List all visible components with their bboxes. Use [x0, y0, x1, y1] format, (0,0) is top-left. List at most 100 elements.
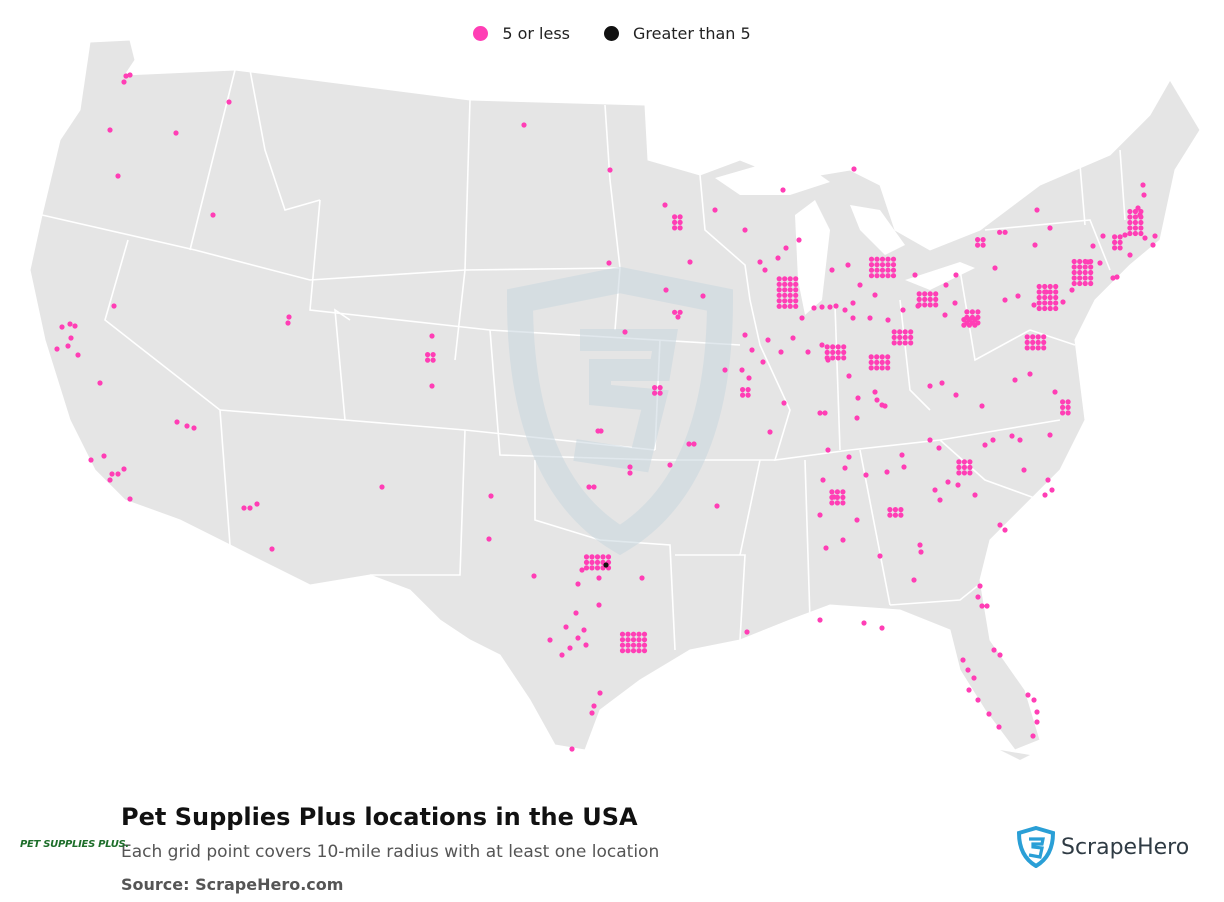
location-point — [746, 375, 752, 381]
location-point — [937, 497, 943, 503]
location-point — [627, 470, 633, 476]
location-point — [891, 340, 897, 346]
location-point — [1071, 280, 1077, 287]
location-point — [1042, 492, 1048, 498]
location-point — [1012, 377, 1018, 383]
location-point — [917, 542, 923, 548]
scrapehero-logo: ScrapeHero — [1017, 826, 1189, 868]
location-point — [1021, 467, 1027, 473]
location-point — [1122, 232, 1128, 238]
location-point — [778, 349, 784, 355]
location-point — [1041, 339, 1047, 345]
lake-erie — [905, 262, 975, 290]
location-point — [174, 419, 180, 425]
location-point — [1065, 404, 1071, 410]
location-point — [430, 352, 436, 358]
location-point — [961, 322, 967, 328]
location-point — [1127, 214, 1133, 220]
location-point — [1132, 219, 1138, 226]
location-point — [1047, 432, 1053, 438]
location-point — [868, 359, 874, 365]
map-title: Pet Supplies Plus locations in the USA — [121, 803, 638, 831]
location-point — [850, 300, 856, 306]
location-point — [840, 489, 846, 495]
location-point — [619, 642, 626, 648]
location-point — [1138, 219, 1144, 226]
location-point — [531, 573, 537, 579]
location-point — [575, 635, 581, 641]
location-point — [247, 505, 253, 511]
location-point — [1112, 245, 1118, 251]
location-point — [88, 457, 94, 463]
location-point — [1077, 264, 1083, 270]
location-point — [874, 359, 880, 365]
location-point — [1035, 345, 1041, 351]
location-point — [902, 329, 908, 335]
location-point — [1047, 289, 1053, 295]
location-point — [1127, 230, 1133, 237]
location-point — [829, 489, 835, 495]
location-point — [630, 642, 637, 648]
location-point — [830, 344, 836, 350]
location-point — [874, 365, 880, 371]
location-point — [1088, 269, 1094, 276]
location-point — [840, 537, 846, 543]
location-point — [776, 287, 782, 293]
location-point — [799, 315, 805, 321]
location-point — [72, 323, 78, 329]
location-point — [567, 645, 573, 651]
location-point — [1047, 225, 1053, 231]
location-point — [672, 309, 678, 315]
map-source: Source: ScrapeHero.com — [121, 875, 344, 894]
location-point — [915, 303, 921, 309]
location-point — [191, 425, 197, 431]
location-point — [488, 493, 494, 499]
location-point — [793, 292, 799, 298]
location-point — [857, 282, 863, 288]
scrapehero-watermark — [506, 266, 734, 556]
location-point — [127, 72, 133, 78]
location-point — [630, 637, 637, 643]
location-point — [101, 453, 107, 459]
location-point — [636, 648, 642, 654]
location-point — [1052, 389, 1058, 395]
location-point — [586, 484, 592, 490]
location-point — [996, 724, 1002, 730]
location-point — [744, 629, 750, 635]
location-point — [868, 273, 875, 279]
location-point — [979, 603, 985, 609]
location-point — [911, 577, 917, 583]
location-point — [1047, 283, 1053, 290]
location-point — [1071, 269, 1077, 276]
location-point — [54, 346, 60, 352]
location-point — [846, 454, 852, 460]
location-point — [740, 387, 746, 393]
location-point — [961, 470, 968, 476]
location-point — [885, 365, 891, 371]
location-point — [898, 507, 904, 513]
legend-label-greater-than-5: Greater than 5 — [633, 23, 751, 43]
location-point — [953, 272, 959, 278]
location-point — [933, 291, 939, 297]
location-point — [672, 219, 678, 225]
location-point — [990, 437, 996, 443]
location-point — [782, 303, 788, 309]
location-point — [1036, 294, 1042, 301]
location-point — [874, 256, 880, 262]
location-point — [879, 267, 886, 273]
location-point — [1042, 283, 1048, 290]
location-point — [997, 652, 1003, 658]
location-point — [927, 383, 933, 389]
location-point — [1082, 275, 1088, 281]
location-point — [879, 625, 885, 631]
location-point — [885, 317, 891, 323]
location-point — [787, 292, 793, 298]
legend-swatch-black — [604, 25, 619, 41]
location-point — [1047, 305, 1053, 312]
location-point — [885, 256, 891, 262]
location-point — [782, 276, 788, 282]
location-point — [619, 648, 626, 654]
location-point — [841, 349, 847, 355]
location-point — [825, 447, 831, 453]
lake-michigan — [795, 200, 830, 315]
